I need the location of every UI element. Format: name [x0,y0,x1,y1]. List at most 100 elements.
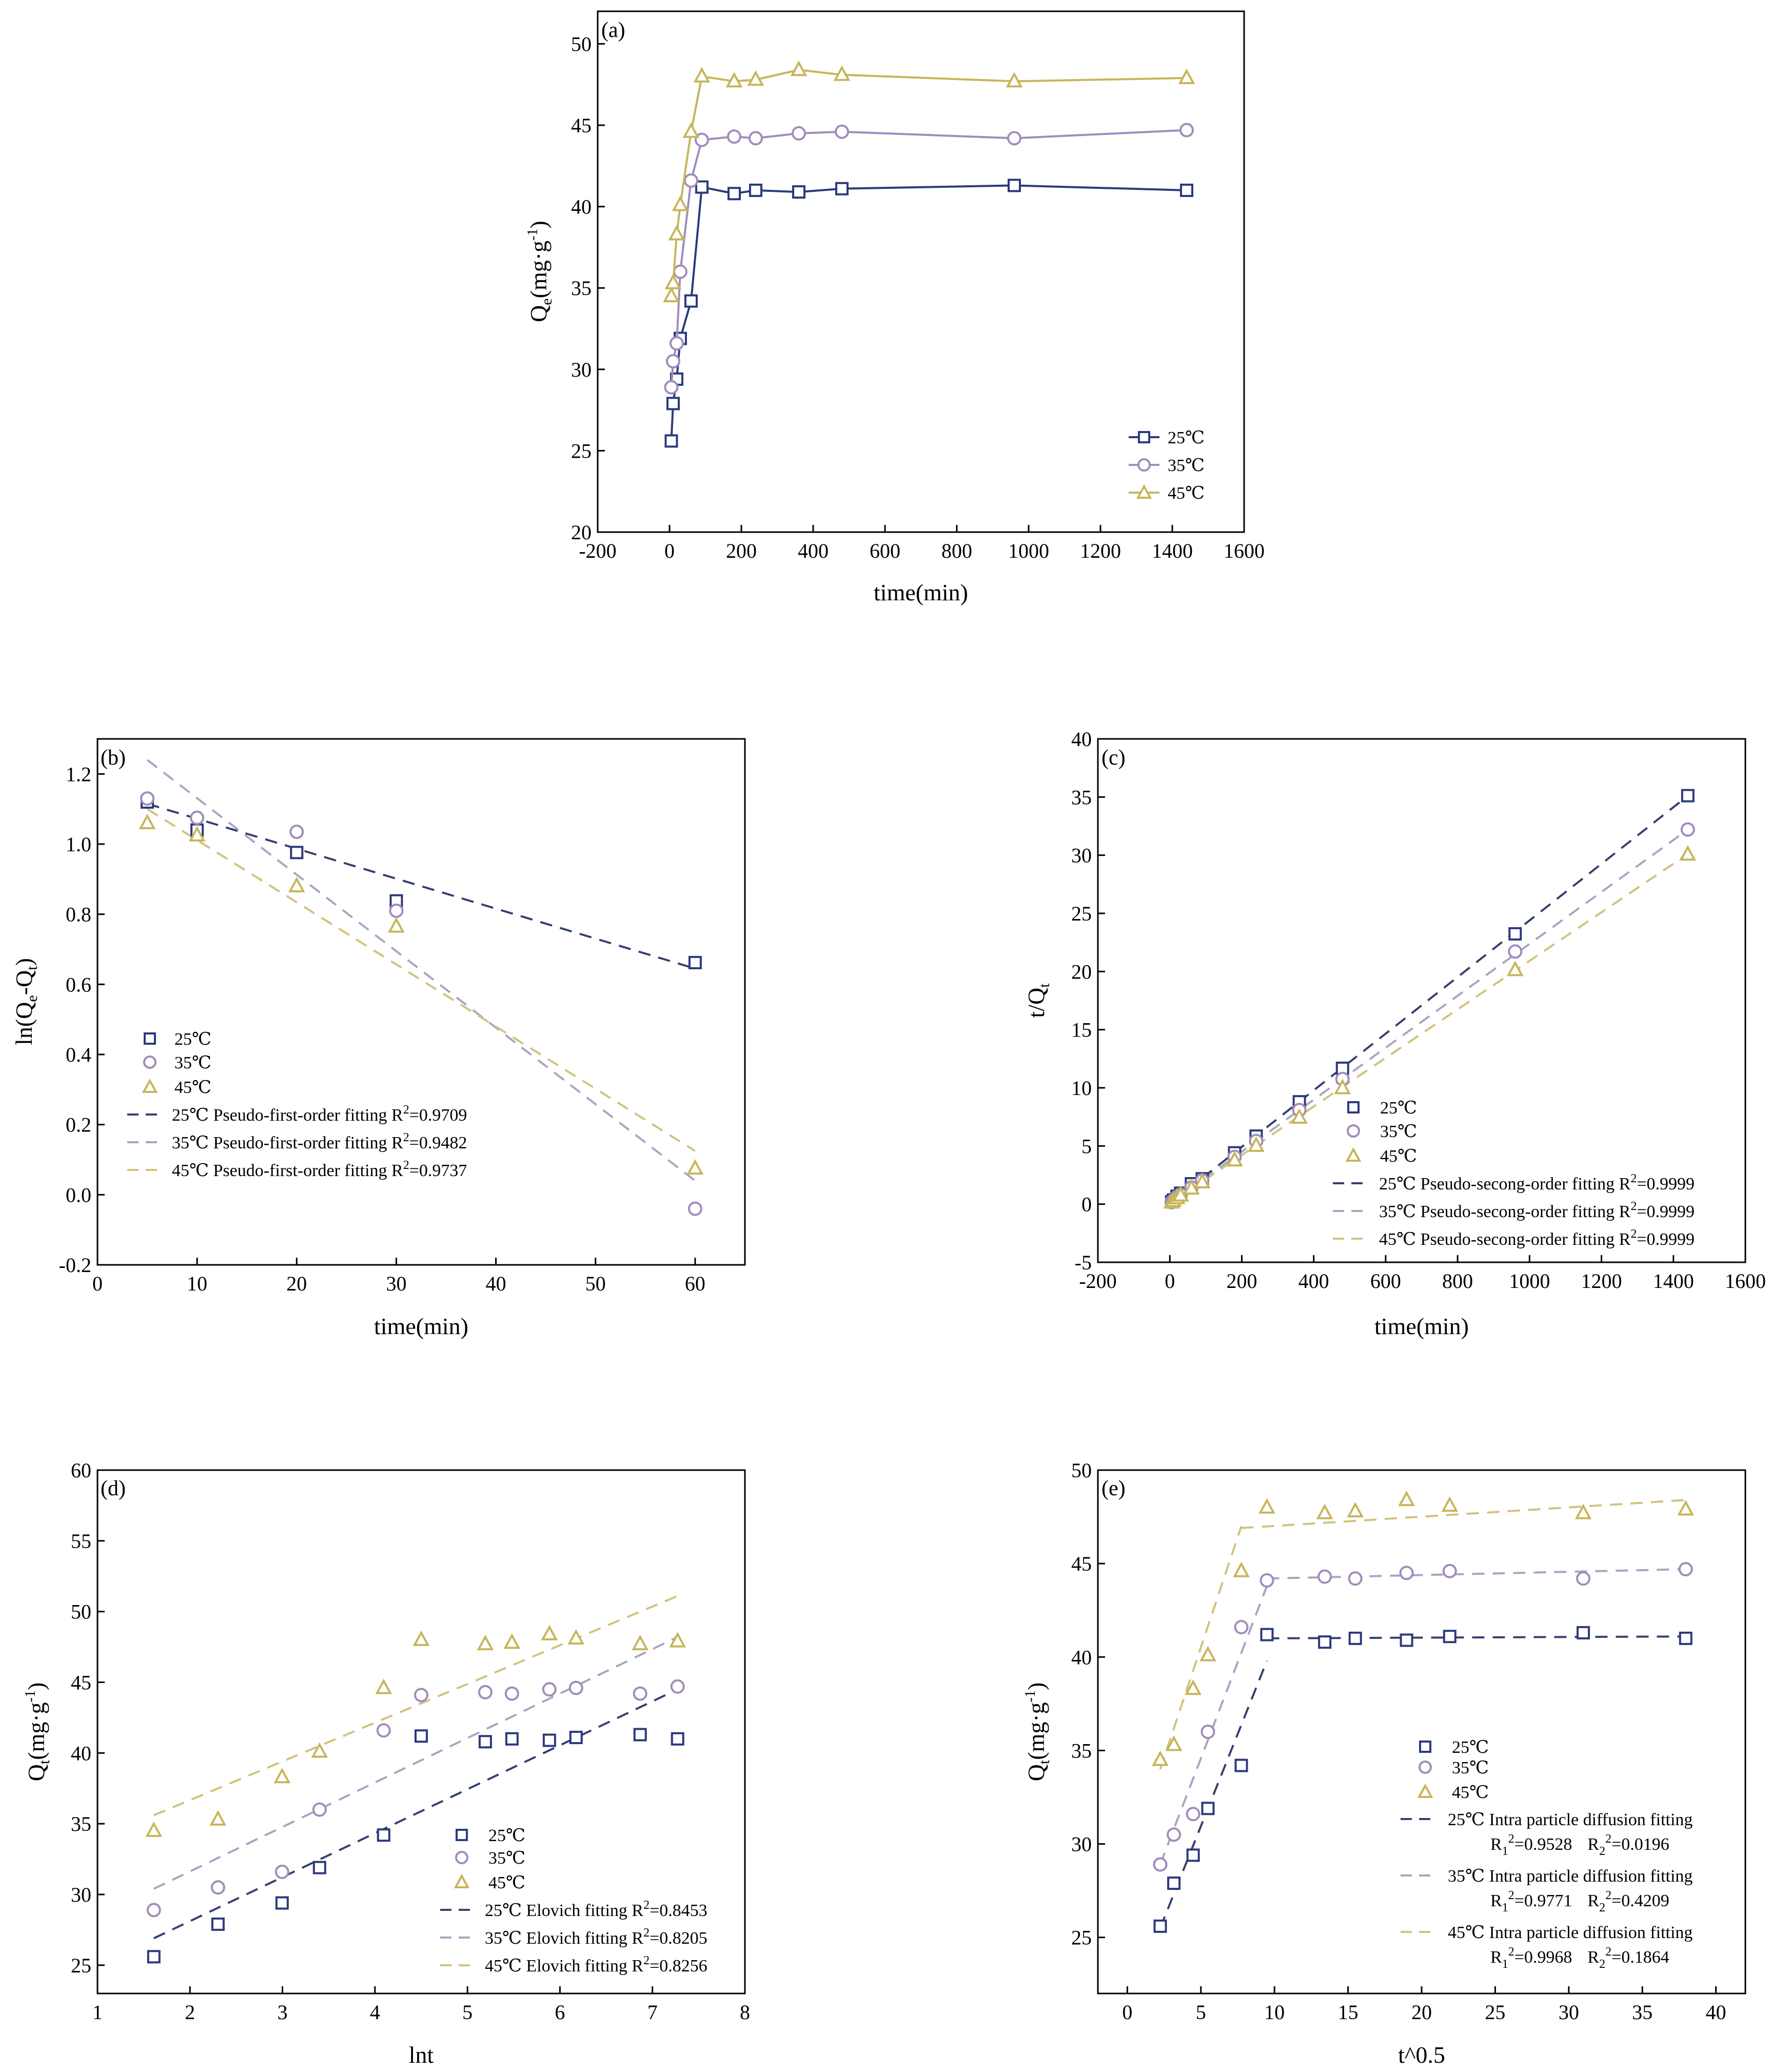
data-point [792,185,805,199]
legend-fit-label-25: 25℃ Elovich fitting R2=0.8453 [485,1899,707,1920]
data-point [1508,927,1522,941]
x-tick-label: 40 [486,1272,506,1295]
data-point [569,1731,583,1745]
data-point [145,1821,163,1837]
data-point [668,225,685,241]
y-tick-label: 40 [1071,1646,1092,1669]
x-tick-label: 1000 [1008,539,1049,562]
legend-fit-label-25: 25℃ Pseudo-secong-order fitting R2=0.999… [1379,1172,1695,1194]
data-point [412,1630,430,1646]
data-point [211,1917,225,1931]
plot-frame [96,1469,746,1995]
y-axis-label: t/Qt [1023,983,1053,1018]
legend-label-45: 45℃ [174,1078,211,1097]
legend: 25℃ 35℃ 45℃ 25℃ Pseudo-secong-order fitt… [1333,1099,1695,1249]
plot-frame [597,10,1245,533]
data-point [687,1201,702,1216]
data-point [505,1732,519,1746]
legend-fit-label-45: 45℃ Pseudo-secong-order fitting R2=0.999… [1379,1227,1695,1249]
fit-line-2-0 [147,808,696,1152]
y-tick-label: 35 [1071,786,1092,809]
plot-frame [1097,738,1746,1263]
legend-marker-35 [1419,1761,1432,1774]
data-point [389,903,404,918]
data-point [567,1629,585,1645]
legend-fit-label-35: 35℃ Elovich fitting R2=0.8205 [485,1926,707,1948]
x-tick-label: 20 [286,1272,307,1295]
data-point [1347,1501,1364,1518]
legend-fit-values-45: R12=0.9968 R22=0.1864 [1490,1945,1669,1971]
y-tick-label: 50 [1071,1459,1092,1482]
data-point [478,1735,492,1749]
legend-marker-45 [1136,484,1152,499]
data-point [1185,1679,1202,1695]
x-tick-label: 40 [1706,2001,1726,2024]
y-tick-label: 30 [1071,1833,1092,1856]
y-tick-label: 20 [571,521,592,544]
data-point [666,397,680,411]
y-axis-label: Qt(mg·g-1) [1022,1683,1053,1782]
y-tick-label: 0.8 [66,903,91,926]
x-tick-label: 2 [185,2001,195,2024]
data-point [542,1682,557,1697]
data-point [1226,1151,1243,1167]
data-point [1576,1571,1591,1586]
y-tick-label: 0.2 [66,1113,91,1137]
y-axis-label: Qe(mg·g-1) [525,221,555,322]
x-tick-label: 1 [92,2001,103,2024]
legend-label-45: 45℃ [1380,1147,1417,1166]
data-point [727,129,741,144]
x-tick-label: 8 [740,2001,750,2024]
y-tick-label: 40 [1071,728,1092,751]
data-point [833,65,851,81]
x-tick-label: 800 [1442,1269,1473,1293]
legend-label-35: 35℃ [174,1053,211,1072]
legend-fit-values-35: R12=0.9771 R22=0.4209 [1490,1889,1669,1914]
data-point [312,1802,327,1817]
x-tick-label: 60 [685,1272,705,1295]
panel-e: 0 5 10 15 20 25 30 35 40 25 30 35 40 45 50 (e) t^0.5 Q… [1022,1459,1746,2068]
x-tick-label: 1200 [1581,1269,1622,1293]
data-point [1348,1631,1362,1645]
data-point [1186,1848,1200,1862]
data-point [695,180,709,194]
data-point [671,1732,684,1746]
y-tick-label: 35 [571,277,592,300]
plot-frame [1097,1469,1746,1995]
y-tick-label: 0.0 [66,1183,91,1206]
y-tick-label: 1.0 [66,833,91,856]
legend-label-45: 45℃ [1168,484,1205,503]
data-point [792,126,806,141]
legend: 25℃ 35℃ 45℃ 25℃ Intra particle diffusion… [1401,1738,1693,1971]
fit-line-0-0 [147,803,696,970]
legend-fit-label-25: 25℃ Intra particle diffusion fitting [1448,1810,1693,1829]
y-tick-label: 45 [1071,1552,1092,1575]
data-point [375,1678,392,1694]
panel-label: (a) [601,18,625,42]
data-point [1007,131,1021,146]
data-point [477,1634,494,1651]
x-tick-label: 1400 [1653,1269,1694,1293]
data-point [1179,123,1194,138]
x-axis-label: time(min) [374,1313,468,1339]
legend-label-35: 35℃ [488,1849,525,1868]
legend-marker-35 [143,1055,156,1069]
data-point [288,876,305,892]
data-point [1318,1635,1332,1649]
data-point [1153,1919,1167,1933]
legend-fit-label-35: 35℃ Pseudo-secong-order fitting R2=0.999… [1379,1200,1695,1221]
data-point [663,286,680,303]
data-point [1180,183,1193,197]
data-point [190,810,205,825]
x-tick-label: 25 [1485,2001,1505,2024]
legend: 25℃ 35℃ 45℃ 25℃ Elovich fitting R2=0.845… [440,1826,707,1976]
x-tick-label: 0 [92,1272,103,1295]
x-tick-label: 1200 [1080,539,1121,562]
x-tick-label: -200 [1079,1269,1116,1293]
series-line-1 [670,129,1187,387]
x-tick-label: 1600 [1725,1269,1766,1293]
x-tick-label: 3 [278,2001,288,2024]
x-tick-label: 1000 [1509,1269,1550,1293]
data-point [1441,1496,1459,1512]
